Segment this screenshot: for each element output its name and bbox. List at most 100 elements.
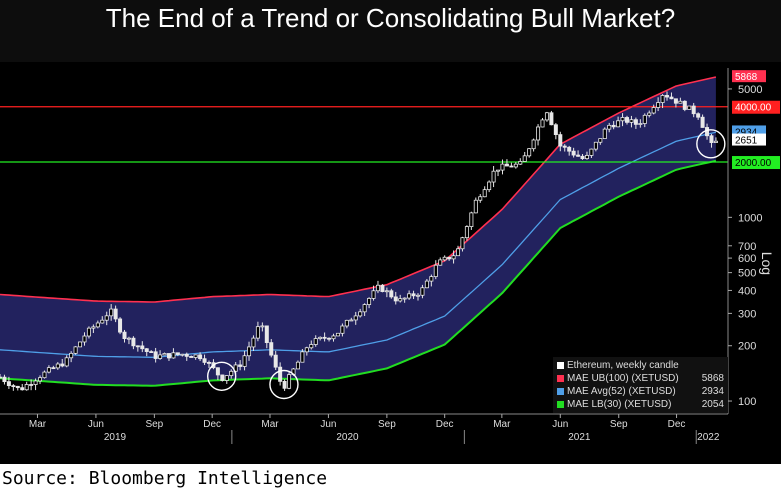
candle-body xyxy=(540,119,545,128)
legend-entry: MAE Avg(52) (XETUSD) 2934 xyxy=(557,385,724,398)
candle-body xyxy=(580,155,585,160)
candle-body xyxy=(504,163,509,167)
y-tick-label: 1000 xyxy=(738,212,762,224)
candle-body xyxy=(527,148,532,157)
candle-body xyxy=(438,259,443,266)
candle-body xyxy=(691,105,696,115)
x-tick-label: Sep xyxy=(145,419,163,430)
legend-swatch xyxy=(557,387,564,395)
x-year-label: 2019 xyxy=(104,432,127,443)
candle-body xyxy=(571,150,576,156)
highlight-circle xyxy=(269,369,299,400)
candle-body xyxy=(456,248,461,257)
x-year-label: 2022 xyxy=(697,432,720,443)
legend-label: MAE Avg(52) (XETUSD) xyxy=(567,386,676,397)
candle-body xyxy=(353,315,358,321)
legend-entry: MAE LB(30) (XETUSD) 2054 xyxy=(557,398,724,411)
candle-body xyxy=(660,95,665,103)
candle-body xyxy=(513,163,518,168)
x-tick-label: Jun xyxy=(88,419,104,430)
candle-body xyxy=(553,124,558,136)
last-value-box xyxy=(732,133,766,146)
mae-upper-line xyxy=(0,76,717,303)
candle-body xyxy=(638,123,643,125)
candle-body xyxy=(620,117,625,122)
candle-body xyxy=(113,308,118,320)
hline-value-label: 2000.00 xyxy=(735,158,772,169)
candle-body xyxy=(278,366,283,382)
candle-body xyxy=(420,287,425,296)
candle-body xyxy=(424,280,429,289)
candle-body xyxy=(371,290,376,299)
hline-value-box xyxy=(732,100,780,114)
last-value-box xyxy=(732,70,766,83)
candle-body xyxy=(393,296,398,302)
chart-title: The End of a Trend or Consolidating Bull… xyxy=(0,0,781,62)
candle-body xyxy=(402,297,407,300)
candle-body xyxy=(367,298,372,305)
candle-body xyxy=(171,352,176,359)
candle-body xyxy=(82,335,87,343)
candle-body xyxy=(46,367,51,373)
y-axis-area xyxy=(728,62,781,432)
candle-body xyxy=(140,345,145,350)
candle-body xyxy=(144,348,149,352)
candle-body xyxy=(304,347,309,353)
candle-body xyxy=(389,290,394,298)
y-tick-label: 700 xyxy=(738,241,756,253)
candle-body xyxy=(2,376,7,383)
candle-body xyxy=(322,336,327,339)
candle-body xyxy=(567,146,572,152)
candle-body xyxy=(42,371,47,379)
candle-body xyxy=(696,113,701,118)
candle-body xyxy=(184,353,189,357)
candle-body xyxy=(273,354,278,368)
candle-body xyxy=(64,357,69,367)
candle-body xyxy=(295,361,300,370)
legend-entry: MAE UB(100) (XETUSD) 5868 xyxy=(557,372,724,385)
legend: Ethereum, weekly candle MAE UB(100) (XETU… xyxy=(553,357,728,413)
candle-body xyxy=(126,337,131,340)
candle-body xyxy=(496,169,501,172)
legend-value: 2054 xyxy=(701,399,724,410)
candle-body xyxy=(327,337,332,340)
candle-body xyxy=(149,351,154,353)
candle-body xyxy=(335,332,340,337)
candle-body xyxy=(562,145,567,148)
candle-body xyxy=(100,319,105,324)
candle-body xyxy=(344,319,349,327)
candle-body xyxy=(687,105,692,110)
legend-label: MAE LB(30) (XETUSD) xyxy=(567,399,672,410)
x-tick-label: Dec xyxy=(203,419,221,430)
candle-body xyxy=(598,138,603,143)
candle-body xyxy=(251,337,256,348)
x-tick-label: Jun xyxy=(320,419,336,430)
candle-body xyxy=(460,237,465,250)
candle-body xyxy=(331,335,336,340)
candle-body xyxy=(358,311,363,317)
candle-body xyxy=(584,155,589,160)
x-tick-label: Mar xyxy=(29,419,47,430)
candle-body xyxy=(589,148,594,156)
candle-body xyxy=(11,385,16,388)
candle-body xyxy=(109,308,114,317)
candle-body xyxy=(15,385,20,389)
candle-body xyxy=(700,116,705,128)
candle-body xyxy=(20,387,25,391)
candle-body xyxy=(469,212,474,228)
candle-body xyxy=(709,135,714,143)
x-axis-area xyxy=(0,414,728,464)
mae-avg-line xyxy=(0,131,717,358)
candle-body xyxy=(602,128,607,140)
candle-body xyxy=(518,161,523,165)
candle-body xyxy=(442,256,447,261)
candle-body xyxy=(158,354,163,359)
candle-body xyxy=(447,256,452,260)
candle-body xyxy=(536,126,541,141)
candle-body xyxy=(38,377,43,382)
candle-body xyxy=(647,112,652,116)
x-tick-label: Dec xyxy=(668,419,686,430)
candle-body xyxy=(73,346,78,354)
candle-body xyxy=(189,355,194,358)
candle-body xyxy=(202,358,207,363)
